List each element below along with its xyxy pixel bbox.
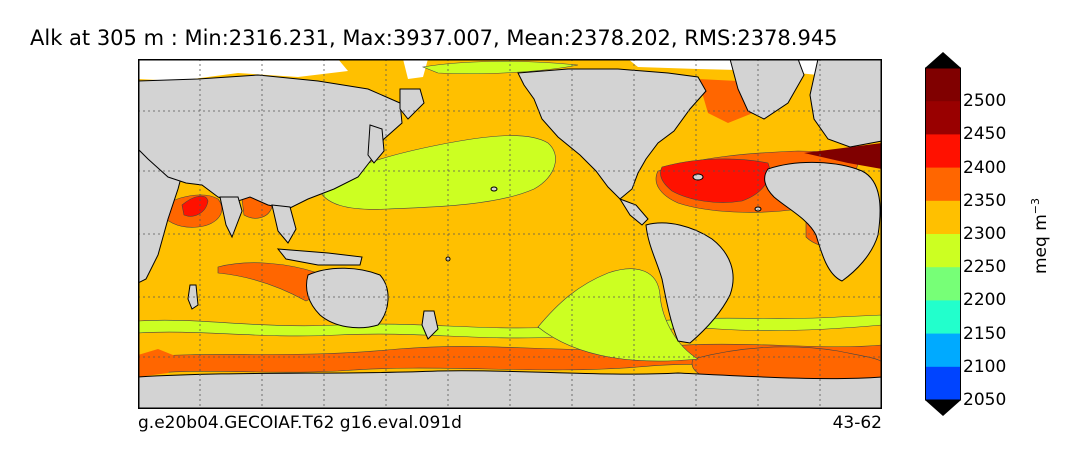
colorbar-under-arrow bbox=[925, 400, 961, 416]
land-africa-east bbox=[764, 162, 881, 282]
arctic-green-region bbox=[421, 61, 579, 75]
colorbar-segment bbox=[925, 333, 961, 368]
run-caption: g.e20b04.GECOIAF.T62 g16.eval.091d bbox=[138, 413, 462, 433]
colorbar-segment bbox=[925, 300, 961, 335]
map-border bbox=[138, 59, 882, 409]
colorbar-segment bbox=[925, 68, 961, 102]
colorbar-segment bbox=[925, 167, 961, 202]
land-new-zealand bbox=[421, 310, 439, 340]
year-range: 43-62 bbox=[832, 413, 882, 433]
colorbar-tick-label: 2050 bbox=[963, 390, 1007, 410]
south-pacific-green-region bbox=[537, 268, 699, 362]
arabian-sea-red-patch bbox=[181, 195, 209, 217]
colorbar-segment bbox=[925, 234, 961, 268]
colorbar-tick-label: 2300 bbox=[963, 224, 1007, 244]
land-greenland bbox=[729, 59, 805, 120]
land-north-america bbox=[517, 68, 707, 200]
colorbar-tick-label: 2450 bbox=[963, 124, 1007, 145]
land-indonesia bbox=[276, 248, 363, 266]
graticule bbox=[138, 59, 882, 409]
land-island bbox=[490, 186, 498, 192]
colorbar-segment bbox=[925, 200, 961, 235]
colorbar-segment bbox=[925, 101, 961, 135]
land-south-america bbox=[645, 222, 734, 344]
colorbar-segment bbox=[925, 366, 961, 401]
colorbar-tick-label: 2100 bbox=[963, 356, 1007, 377]
colorbar-border bbox=[925, 67, 961, 401]
alkalinity-map bbox=[138, 59, 882, 409]
colorbar bbox=[925, 52, 961, 416]
colorbar-unit-label: meq m−3 bbox=[1029, 198, 1051, 274]
colorbar-tick-label: 2500 bbox=[963, 91, 1007, 112]
land-island bbox=[692, 173, 704, 181]
land-southeast-asia bbox=[271, 204, 297, 244]
colorbar-segment bbox=[925, 267, 961, 301]
land-japan bbox=[367, 124, 385, 164]
north-atlantic-red-region bbox=[660, 158, 770, 203]
unit-exponent: −3 bbox=[1029, 198, 1042, 215]
arctic-ice-region bbox=[138, 59, 348, 81]
colorbar-tick-label: 2200 bbox=[963, 290, 1007, 311]
colorbar-tick-label: 2250 bbox=[963, 257, 1007, 278]
colorbar-tick-label: 2400 bbox=[963, 157, 1007, 178]
unit-base: meq m bbox=[1031, 214, 1051, 274]
land-central-america bbox=[618, 198, 649, 226]
land-australia bbox=[306, 267, 389, 329]
southern-orange-patch bbox=[138, 349, 178, 377]
land-europe bbox=[809, 59, 882, 148]
colorbar-tick-label: 2350 bbox=[963, 190, 1007, 211]
colorbar-tick-label: 2150 bbox=[963, 323, 1007, 344]
mediterranean-darkred-region bbox=[804, 143, 882, 169]
arctic-ice-region bbox=[403, 59, 428, 79]
colorbar-segment bbox=[925, 134, 961, 169]
colorbar-over-arrow bbox=[925, 52, 961, 68]
land-kamchatka bbox=[399, 88, 425, 120]
land-india bbox=[219, 196, 243, 239]
map-title: Alk at 305 m : Min:2316.231, Max:3937.00… bbox=[30, 26, 838, 50]
land-eurasia bbox=[138, 74, 403, 210]
